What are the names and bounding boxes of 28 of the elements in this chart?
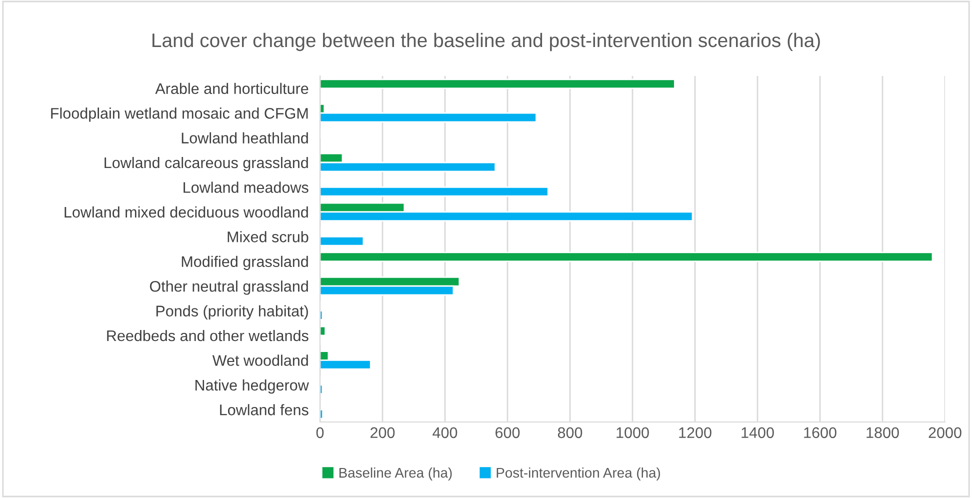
y-tick-label: Lowland meadows: [184, 182, 308, 193]
y-tick-label: Mixed scrub: [228, 231, 308, 242]
x-tick-label: 800: [558, 427, 582, 438]
y-tick-label: Lowland calcareous grassland: [104, 156, 308, 172]
y-tick-label: Modified grassland: [182, 256, 308, 270]
x-tick-label: 600: [496, 427, 520, 438]
x-tick-label: 1000: [616, 427, 649, 438]
y-tick-label: Arable and horticulture: [155, 82, 308, 94]
y-tick-label: Native hedgerow: [196, 379, 309, 394]
legend-label: Baseline Area (ha): [339, 468, 452, 480]
y-tick-label: Ponds (priority habitat): [156, 305, 308, 320]
x-tick-label: 1200: [679, 427, 712, 438]
x-tick-label: 2000: [928, 427, 962, 438]
y-tick-label: Lowland heathland: [182, 132, 308, 144]
x-tick-label: 1400: [742, 427, 774, 438]
legend-label: Post-intervention Area (ha): [496, 468, 660, 480]
x-tick-label: 400: [432, 427, 458, 438]
y-tick-label: Lowland fens: [220, 404, 308, 416]
x-tick-label: 0: [316, 427, 324, 438]
chart-title: Land cover change between the baseline and post-intervention scenarios (ha): [152, 32, 820, 52]
y-tick-label: Lowland mixed deciduous woodland: [64, 206, 308, 218]
x-tick-label: 1600: [804, 427, 836, 438]
x-tick-label: 200: [370, 427, 395, 438]
y-tick-label: Floodplain wetland mosaic and CFGM: [51, 108, 308, 122]
y-tick-label: Reedbeds and other wetlands: [107, 330, 308, 342]
y-tick-label: Other neutral grassland: [150, 280, 308, 295]
y-tick-label: Wet woodland: [212, 354, 308, 366]
x-tick-label: 1800: [866, 427, 899, 438]
